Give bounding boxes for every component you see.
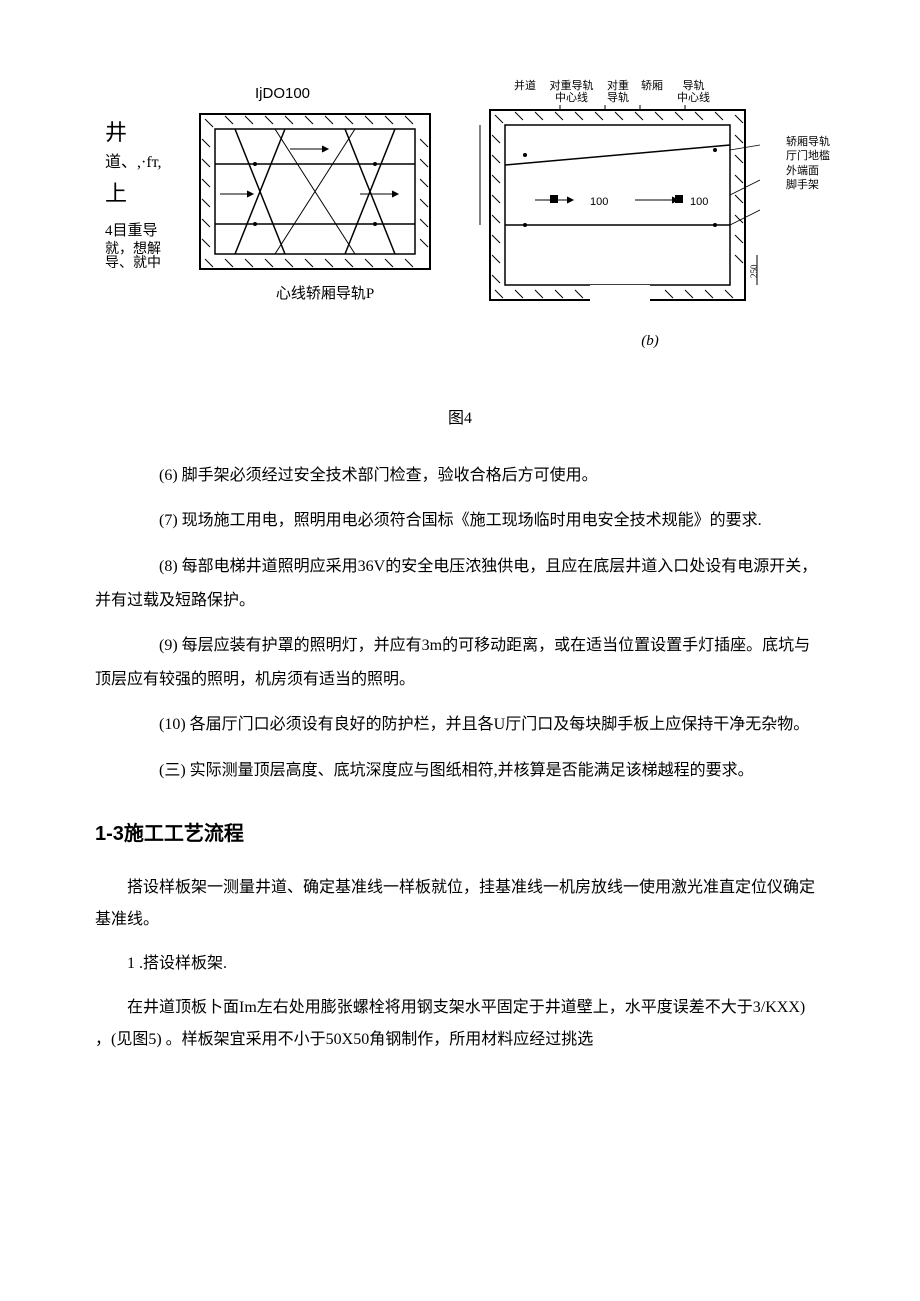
paragraph-7: (7) 现场施工用电，照明用电必须符合国标《施工现场临时用电安全技术规能》的要求… [95,504,825,538]
svg-text:100: 100 [590,196,608,208]
figure-left-svg [195,109,435,274]
section-number: 1-3 [95,823,124,845]
paragraph-9: (9) 每层应装有护罩的照明灯，并应有3m的可移动距离，或在适当位置设置手灯插座… [95,629,825,696]
figure-right-caption-letter: (b) [475,328,825,355]
paragraph-6: (6) 脚手架必须经过安全技术部门检查，验收合格后方可使用。 [95,459,825,493]
figure-caption: 图4 [95,405,825,434]
figure-right: 并道 对重导轨 中心线 对重 导轨 轿厢 导轨 中心线 [475,80,825,355]
figure-left-bottom-text: 心线轿厢导轨P [195,281,455,308]
section-title: 1-3施工工艺流程 [95,816,825,852]
figure-left: IjDO100 井 道、,·fт, 上 4目重导 就，想解 导、就中 [95,80,455,308]
flow-step1-body: 在井道顶板卜面Im左右处用膨张螺栓将用钢支架水平固定于井道壁上，水平度误差不大于… [95,992,825,1056]
figure-left-top-label: IjDO100 [255,80,455,107]
figure-right-svg: 100 100 100 100 250 [475,105,765,315]
paragraph-san: (三) 实际测量顶层高度、底坑深度应与图纸相符,并核算是否能满足该梯越程的要求。 [95,754,825,788]
svg-text:100: 100 [690,196,708,208]
flow-step1-title: 1 .搭设样板架. [95,948,825,980]
paragraph-8: (8) 每部电梯井道照明应采用36V的安全电压浓独供电，且应在底层井道入口处设有… [95,550,825,617]
figure-left-side-text: 井 道、,·fт, 上 4目重导 就，想解 导、就中 [105,115,195,271]
svg-text:250: 250 [749,264,759,278]
flow-intro: 搭设样板架一测量井道、确定基准线一样板就位，挂基准线一机房放线一使用激光准直定位… [95,872,825,936]
paragraph-10: (10) 各届厅门口必须设有良好的防护栏，并且各U厅门口及每块脚手板上应保持干净… [95,708,825,742]
figure-right-side-labels: 轿厢导轨 厅门地槛 外端面 脚手架 [786,135,830,192]
section-title-text: 施工工艺流程 [124,823,244,845]
figure-right-top-labels: 并道 对重导轨 中心线 对重 导轨 轿厢 导轨 中心线 [510,80,825,104]
figures-container: IjDO100 井 道、,·fт, 上 4目重导 就，想解 导、就中 [95,80,825,355]
